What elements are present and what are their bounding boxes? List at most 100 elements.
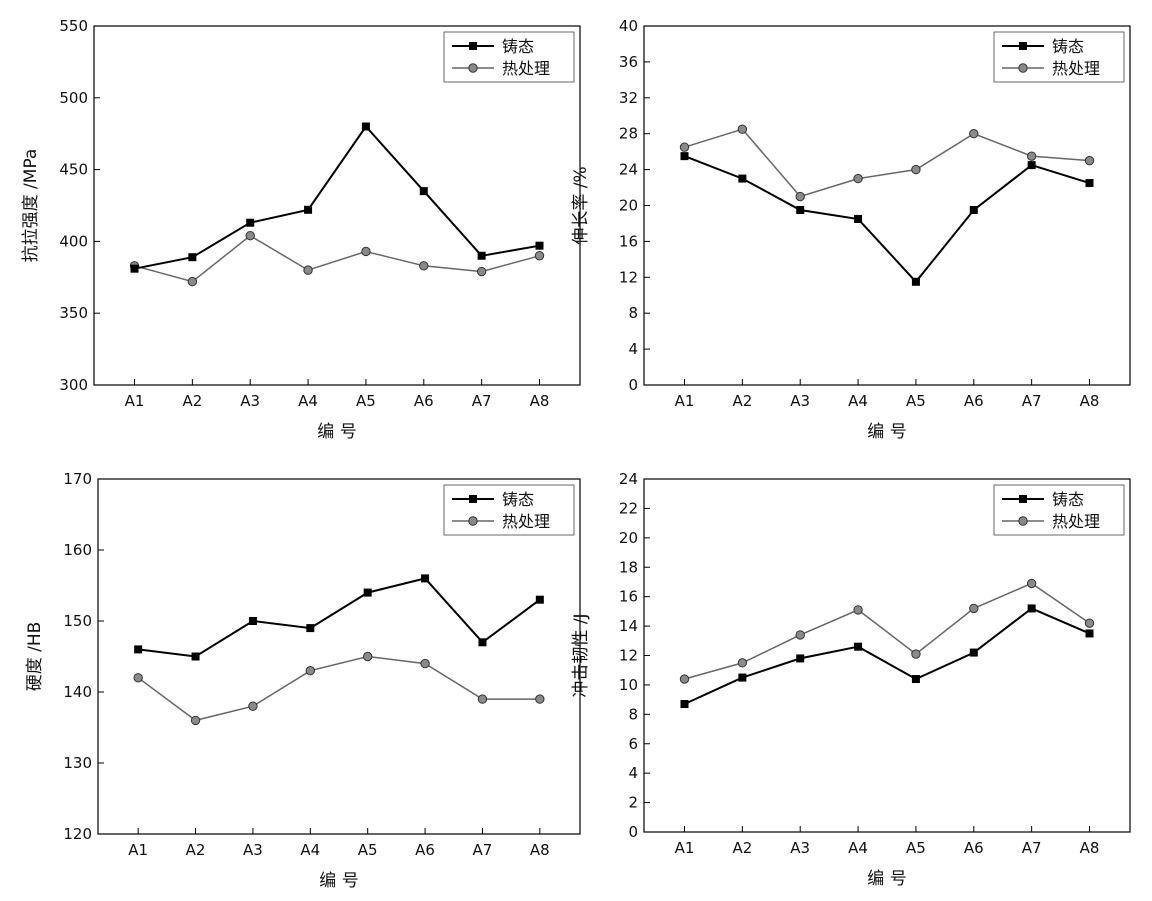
data-point	[854, 214, 863, 223]
data-point	[738, 174, 747, 183]
y-tick-label: 24	[619, 470, 638, 488]
data-point	[134, 645, 143, 654]
data-point	[969, 603, 979, 614]
x-tick-label: A8	[1080, 392, 1100, 410]
y-tick-label: 500	[59, 89, 88, 107]
data-point	[911, 277, 920, 286]
data-point	[680, 700, 689, 709]
data-point	[680, 152, 689, 161]
y-tick-label: 0	[628, 823, 638, 841]
y-tick-label: 36	[619, 53, 638, 71]
y-tick-label: 400	[59, 232, 88, 250]
y-tick-label: 16	[619, 232, 638, 250]
x-tick-label: A7	[472, 392, 492, 410]
data-point	[854, 642, 863, 651]
y-tick-label: 350	[59, 304, 88, 322]
data-point	[1085, 629, 1094, 638]
y-tick-label: 140	[63, 683, 92, 701]
x-tick-label: A1	[128, 841, 148, 859]
legend-label: 铸态	[1052, 37, 1084, 56]
series-line	[137, 655, 540, 722]
legend-box	[993, 484, 1125, 536]
y-tick-label: 16	[619, 588, 638, 606]
data-point	[133, 673, 143, 683]
x-tick-label: A7	[473, 841, 493, 859]
x-tick-label: A5	[906, 392, 926, 410]
y-tick-label: 120	[63, 825, 92, 843]
data-point	[679, 142, 690, 152]
data-point	[1027, 161, 1036, 170]
y-tick-label: 32	[619, 89, 638, 107]
data-point	[737, 124, 748, 134]
data-point	[737, 658, 748, 668]
series-line	[684, 607, 1090, 705]
data-point	[679, 674, 690, 684]
data-point	[130, 264, 139, 273]
x-tick-label: A8	[1080, 839, 1100, 857]
x-tick-label: A4	[848, 839, 868, 857]
y-tick-label: 450	[59, 161, 88, 179]
series-as-cast	[134, 574, 544, 661]
series-as-cast	[680, 152, 1094, 286]
legend-label: 热处理	[502, 59, 550, 78]
series-as-cast	[680, 604, 1094, 709]
series-heat-treated	[133, 651, 545, 726]
x-tick-label: A6	[414, 392, 434, 410]
y-tick-label: 10	[619, 676, 638, 694]
legend-label: 铸态	[502, 37, 534, 56]
data-point	[796, 205, 805, 214]
legend-box	[993, 31, 1125, 83]
x-tick-label: A2	[182, 392, 202, 410]
data-point	[248, 701, 258, 711]
y-tick-label: 18	[619, 558, 638, 576]
y-tick-label: 8	[628, 705, 638, 723]
data-point	[187, 276, 198, 287]
legend-label: 铸态	[1052, 490, 1084, 509]
y-tick-label: 8	[628, 304, 638, 322]
data-point	[190, 715, 201, 726]
y-axis-label: 冲击韧性 /J	[571, 613, 591, 697]
data-point	[191, 652, 200, 661]
data-point	[246, 218, 255, 227]
data-point	[303, 265, 313, 275]
data-point	[535, 241, 544, 250]
y-tick-label: 130	[63, 754, 92, 772]
x-tick-label: A6	[415, 841, 435, 859]
x-tick-label: A5	[358, 841, 378, 859]
legend-label: 铸态	[502, 490, 534, 509]
y-tick-label: 20	[619, 529, 638, 547]
legend-marker	[1018, 516, 1028, 526]
data-point	[969, 129, 979, 139]
series-line	[138, 577, 541, 658]
plot-frame	[97, 478, 581, 835]
x-tick-label: A3	[790, 839, 810, 857]
series-as-cast	[130, 122, 544, 273]
x-axis-label: 编 号	[317, 422, 356, 442]
chart-3: 120 130 140 150 160 170 A1 A2 A3 A4 A5 A6 A7 A8 编 号 硬度 …	[25, 470, 581, 891]
x-tick-label: A5	[356, 392, 376, 410]
data-point	[796, 654, 805, 663]
data-point	[1026, 578, 1037, 589]
data-point	[1026, 151, 1037, 161]
data-point	[795, 630, 805, 640]
x-tick-label: A1	[675, 839, 695, 857]
series-line	[134, 124, 540, 270]
x-tick-label: A2	[732, 392, 752, 410]
data-point	[969, 648, 978, 657]
y-tick-label: 20	[619, 197, 638, 215]
data-point	[911, 164, 921, 175]
legend-marker	[468, 63, 478, 73]
x-axis-label: 编 号	[867, 422, 906, 442]
data-point	[420, 658, 430, 669]
data-point	[361, 246, 371, 257]
legend-label: 热处理	[1052, 59, 1100, 78]
data-point	[853, 605, 863, 615]
x-axis-label: 编 号	[867, 869, 906, 889]
y-tick-label: 150	[63, 612, 92, 630]
y-tick-label: 550	[59, 17, 88, 35]
x-axis-label: 编 号	[319, 871, 358, 891]
